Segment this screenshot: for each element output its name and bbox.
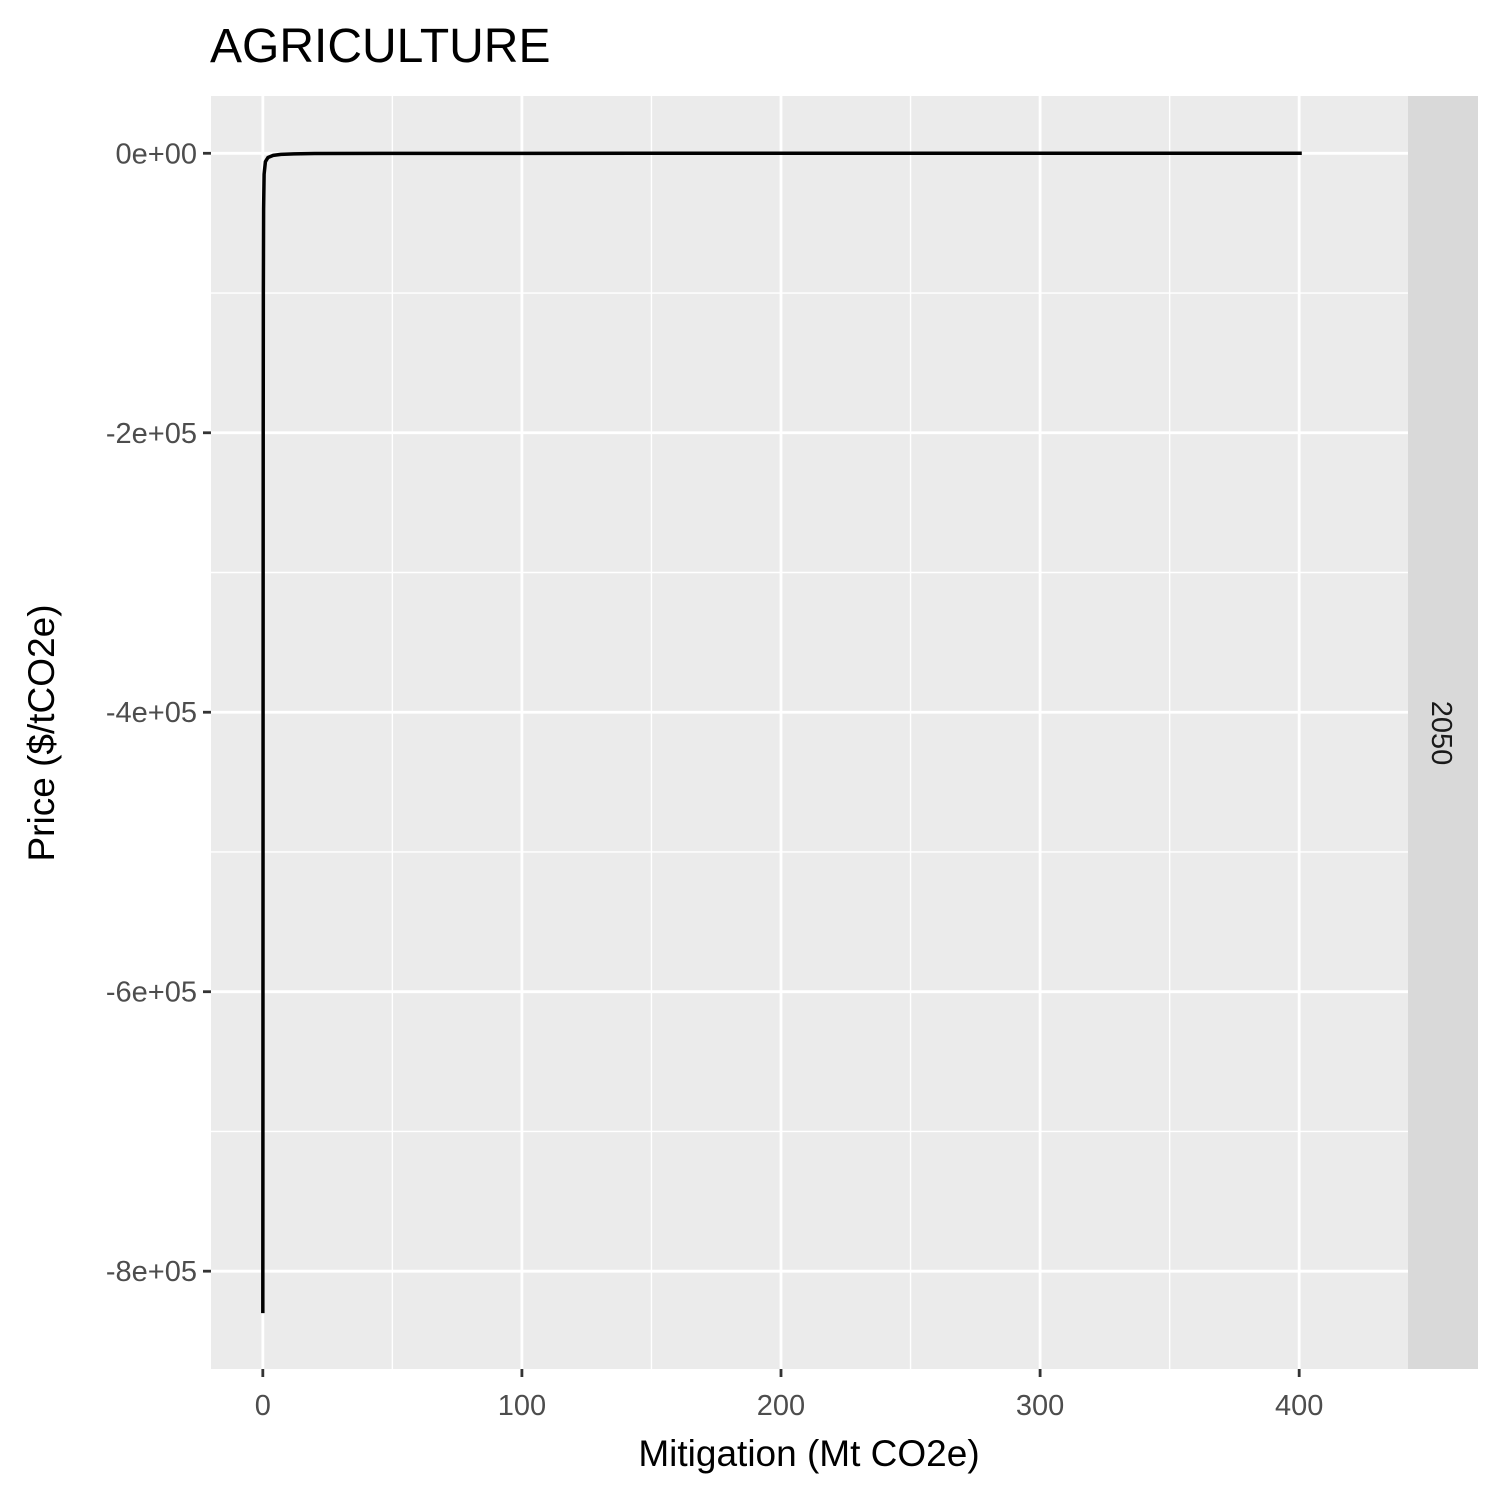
x-axis-title: Mitigation (Mt CO2e) xyxy=(638,1433,979,1474)
y-axis-title: Price ($/tCO2e) xyxy=(21,604,62,861)
y-tick-label: 0e+00 xyxy=(116,138,197,170)
x-tick-label: 400 xyxy=(1275,1390,1323,1422)
facet-strip-label: 2050 xyxy=(1425,701,1457,766)
y-tick-label: -8e+05 xyxy=(106,1256,197,1288)
y-tick-label: -2e+05 xyxy=(106,418,197,450)
x-tick-label: 300 xyxy=(1016,1390,1064,1422)
chart-title: AGRICULTURE xyxy=(210,20,550,73)
x-axis: 0 100 200 300 400 xyxy=(255,1369,1323,1422)
y-axis: 0e+00 -2e+05 -4e+05 -6e+05 -8e+05 xyxy=(106,138,211,1288)
plot-panel xyxy=(211,96,1408,1369)
series-line xyxy=(261,151,1302,1314)
x-tick-label: 200 xyxy=(757,1390,805,1422)
y-tick-label: -4e+05 xyxy=(106,697,197,729)
x-tick-label: 0 xyxy=(255,1390,271,1422)
y-tick-label: -6e+05 xyxy=(106,977,197,1009)
grid-minor xyxy=(211,96,1408,1369)
x-tick-label: 100 xyxy=(498,1390,546,1422)
facet-strip xyxy=(1408,96,1478,1369)
